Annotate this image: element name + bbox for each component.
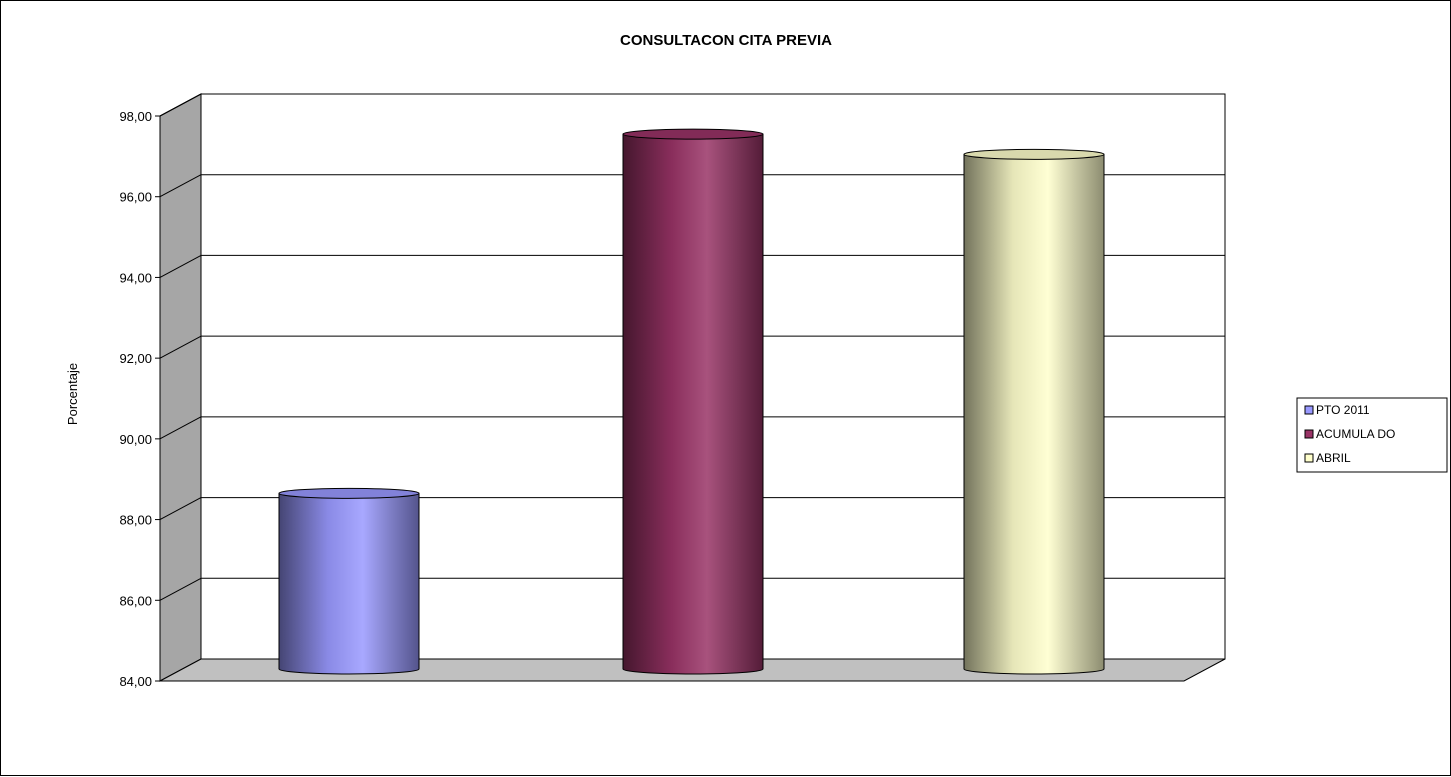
- gridline-side: [159, 93, 202, 117]
- side-wall: [159, 93, 202, 682]
- gridline-side: [159, 335, 202, 359]
- chart-title: CONSULTACON CITA PREVIA: [620, 32, 832, 49]
- bar-cylinder-body: [278, 492, 420, 675]
- gridline-side: [159, 254, 202, 278]
- bar-cylinder-top: [622, 128, 764, 140]
- gridline-side: [159, 416, 202, 440]
- bar-cylinder-body: [622, 133, 764, 675]
- y-tick-label: 94,00: [119, 270, 152, 285]
- legend-box: [1296, 397, 1448, 473]
- bar: [622, 128, 764, 675]
- legend-label: ACUMULA DO: [1316, 427, 1395, 441]
- y-tick-label: 86,00: [119, 593, 152, 608]
- legend-swatch: [1304, 405, 1314, 415]
- bars: [278, 128, 1105, 675]
- legend-label: PTO 2011: [1316, 403, 1370, 417]
- y-axis-ticks: 84,00 86,00 88,00 90,00 92,00 94,00 96,00 98,00: [119, 109, 161, 689]
- bar-cylinder-body: [963, 153, 1105, 675]
- legend-label: ABRIL: [1316, 451, 1351, 465]
- y-tick-label: 96,00: [119, 190, 152, 205]
- y-tick-label: 98,00: [119, 109, 152, 124]
- legend-swatch: [1304, 429, 1314, 439]
- legend-swatch: [1304, 453, 1314, 463]
- y-axis-label: Porcentaje: [65, 363, 80, 425]
- y-tick-label: 88,00: [119, 513, 152, 528]
- bar-cylinder-top: [278, 487, 420, 499]
- bar: [963, 148, 1105, 675]
- gridline-side: [159, 174, 202, 198]
- y-tick-label: 84,00: [119, 674, 152, 689]
- bar: [278, 487, 420, 675]
- y-tick-label: 90,00: [119, 432, 152, 447]
- y-tick-label: 92,00: [119, 351, 152, 366]
- gridline-side: [159, 577, 202, 601]
- bar-cylinder-top: [963, 148, 1105, 160]
- legend: PTO 2011 ACUMULA DO ABRIL: [1296, 397, 1448, 473]
- gridline-side: [159, 497, 202, 521]
